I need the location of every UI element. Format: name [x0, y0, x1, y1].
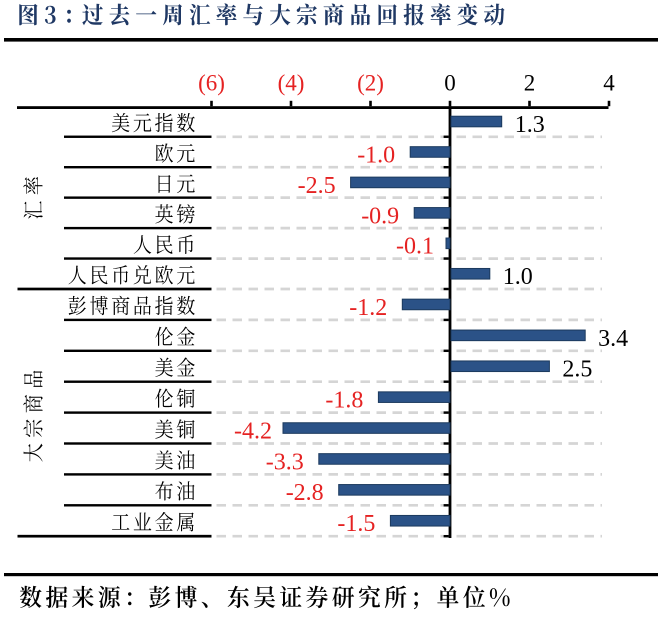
- svg-text:2: 2: [524, 71, 536, 96]
- svg-text:2.5: 2.5: [562, 357, 592, 383]
- svg-text:4: 4: [603, 71, 615, 96]
- svg-text:-2.5: -2.5: [298, 173, 336, 199]
- svg-text:-2.8: -2.8: [286, 480, 324, 506]
- svg-text:-1.5: -1.5: [337, 511, 375, 537]
- svg-text:1.0: 1.0: [503, 264, 533, 290]
- svg-text:(6): (6): [198, 71, 225, 96]
- svg-text:(4): (4): [278, 71, 305, 96]
- svg-text:-1.2: -1.2: [349, 295, 387, 321]
- svg-text:-4.2: -4.2: [234, 418, 272, 444]
- svg-text:-0.9: -0.9: [361, 203, 399, 229]
- svg-text:3.4: 3.4: [598, 326, 628, 352]
- svg-text:1.3: 1.3: [515, 112, 545, 138]
- svg-text:-1.8: -1.8: [325, 388, 363, 414]
- svg-text:-1.0: -1.0: [357, 142, 395, 168]
- svg-text:-0.1: -0.1: [396, 234, 434, 260]
- svg-text:-3.3: -3.3: [266, 449, 304, 475]
- svg-text:0: 0: [444, 71, 456, 96]
- svg-text:(2): (2): [357, 71, 384, 96]
